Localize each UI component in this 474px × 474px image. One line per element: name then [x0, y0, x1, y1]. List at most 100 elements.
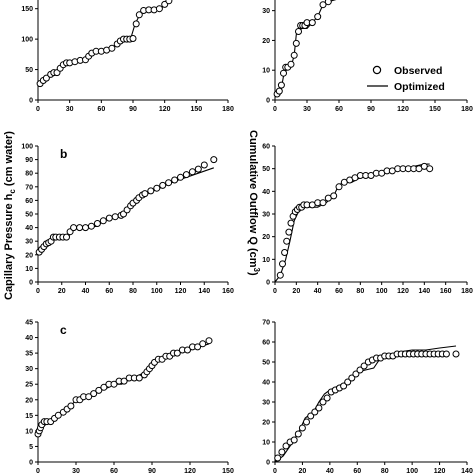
observed-point	[165, 0, 173, 5]
observed-point	[311, 408, 319, 416]
optimized-series-line	[274, 0, 337, 98]
x-tick-label: 0	[36, 468, 40, 474]
y-tick-label: 20	[25, 252, 33, 259]
left-y-axis-label: Capillary Pressure hc (cm water)	[3, 131, 17, 300]
y-tick-label: 30	[25, 239, 33, 246]
x-tick-label: 80	[381, 468, 389, 474]
y-tick-label: 50	[25, 67, 33, 74]
observed-point	[153, 184, 161, 192]
observed-point	[42, 74, 50, 82]
observed-point	[120, 377, 128, 385]
y-tick-label: 30	[262, 8, 270, 15]
observed-point	[307, 412, 315, 420]
y-tick-label: 90	[25, 157, 33, 164]
y-tick-label: 60	[25, 198, 33, 205]
observed-point	[177, 173, 184, 181]
optimized-series-line	[37, 343, 210, 435]
x-tick-label: 0	[273, 288, 277, 295]
observed-point	[319, 199, 327, 207]
observed-point	[188, 168, 196, 176]
observed-point	[290, 51, 298, 59]
observed-point	[340, 382, 348, 390]
observed-point	[323, 394, 331, 402]
y-tick-label: 10	[25, 266, 33, 273]
observed-point	[279, 260, 286, 268]
y-tick-label: 45	[25, 320, 33, 327]
x-tick-label: 40	[82, 288, 90, 295]
y-tick-label: 0	[29, 280, 33, 287]
observed-point	[67, 402, 75, 410]
panel-c-left: 0 30 60 90 120 150 0 5 10 15 20 25 30 35 40 45 c	[25, 320, 234, 474]
x-tick-label: 100	[151, 288, 163, 295]
x-tick-label: 60	[97, 106, 105, 113]
observed-point	[348, 374, 356, 382]
x-tick-label: 60	[110, 468, 118, 474]
observed-point	[95, 386, 103, 394]
y-tick-label: 80	[25, 171, 33, 178]
observed-point	[294, 430, 302, 438]
y-tick-label: 10	[262, 257, 270, 264]
y-tick-label: 0	[29, 460, 33, 467]
observed-point	[360, 362, 368, 370]
x-tick-label: 30	[66, 106, 74, 113]
observed-point	[276, 271, 284, 279]
panel-c-right: 0 20 40 60 80 100 120 140 0 10 20 30 40 50 60 70	[262, 320, 473, 474]
legend-observed-label: Observed	[394, 65, 442, 77]
observed-point	[426, 165, 434, 173]
y-tick-label: 0	[29, 98, 33, 105]
y-tick-label: 70	[25, 184, 33, 191]
x-tick-label: 20	[292, 288, 300, 295]
observed-point	[194, 165, 202, 173]
observed-point	[173, 349, 181, 357]
x-tick-label: 20	[299, 468, 307, 474]
x-tick-label: 30	[303, 106, 311, 113]
x-tick-label: 40	[326, 468, 334, 474]
x-tick-label: 120	[397, 106, 409, 113]
observed-point	[314, 13, 322, 21]
y-tick-label: 50	[262, 166, 270, 173]
observed-point	[274, 454, 282, 462]
observed-point	[70, 224, 78, 232]
x-tick-label: 90	[148, 468, 156, 474]
observed-point	[282, 442, 290, 450]
y-tick-label: 30	[262, 400, 270, 407]
y-tick-label: 20	[25, 397, 33, 404]
y-tick-label: 50	[25, 212, 33, 219]
y-tick-label: 20	[262, 38, 270, 45]
x-tick-label: 140	[461, 468, 473, 474]
legend-observed-marker	[372, 65, 382, 75]
x-tick-label: 60	[353, 468, 361, 474]
x-tick-label: 140	[198, 288, 210, 295]
panel-label: b	[60, 147, 67, 161]
observed-point	[319, 1, 327, 9]
observed-point	[129, 35, 137, 42]
y-tick-label: 5	[29, 444, 33, 451]
y-tick-label: 150	[21, 6, 33, 13]
x-tick-label: 180	[461, 288, 473, 295]
y-tick-label: 30	[25, 366, 33, 373]
y-tick-label: 0	[266, 280, 270, 287]
observed-point	[141, 190, 149, 198]
x-tick-label: 0	[273, 468, 277, 474]
observed-point	[90, 390, 98, 398]
observed-point	[54, 411, 62, 419]
observed-point	[159, 181, 167, 189]
x-tick-label: 0	[36, 106, 40, 113]
x-tick-label: 40	[314, 288, 322, 295]
observed-point	[132, 20, 140, 28]
x-tick-label: 150	[222, 468, 234, 474]
observed-point	[315, 404, 323, 412]
observed-point	[135, 11, 143, 19]
observed-point	[171, 176, 179, 184]
x-tick-label: 180	[222, 106, 234, 113]
observed-point	[111, 213, 119, 221]
y-tick-label: 20	[262, 420, 270, 427]
observed-point	[319, 398, 327, 406]
y-tick-label: 0	[266, 98, 270, 105]
y-tick-label: 10	[262, 68, 270, 75]
observed-point	[135, 374, 143, 382]
observed-point	[452, 350, 460, 358]
observed-point	[330, 192, 338, 200]
y-tick-label: 0	[266, 460, 270, 467]
observed-point	[82, 224, 89, 232]
